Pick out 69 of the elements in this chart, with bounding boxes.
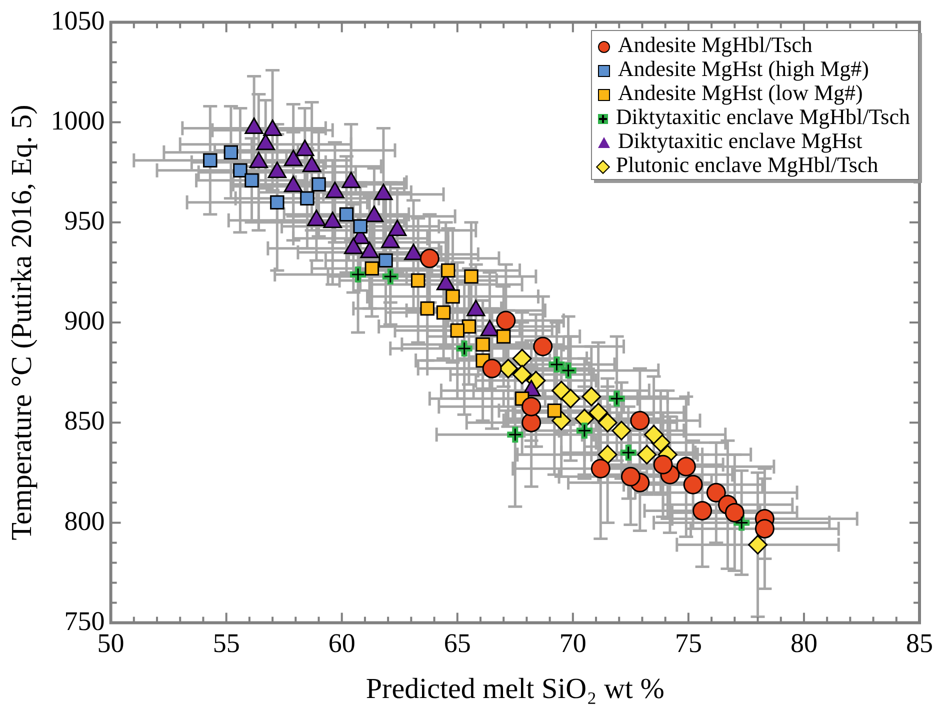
y-tick-label: 1050 [50, 5, 105, 36]
point [270, 195, 284, 210]
point [582, 386, 602, 406]
x-tick-label: 65 [444, 628, 471, 658]
x-axis-title: Predicted melt SiO₂ wt % [366, 673, 664, 706]
point [588, 402, 608, 422]
point [482, 358, 502, 378]
point [410, 273, 426, 288]
point [378, 253, 393, 268]
point [446, 289, 460, 304]
point [476, 337, 490, 352]
point [547, 403, 562, 418]
point [244, 173, 259, 188]
legend-label: Andesite MgHst (high Mg#) [618, 56, 869, 81]
x-tick-label: 60 [328, 628, 356, 658]
point [420, 248, 440, 268]
point [637, 444, 657, 464]
point [441, 263, 456, 278]
x-tick-label: 70 [559, 628, 586, 658]
point [724, 502, 744, 522]
point [748, 534, 768, 554]
x-tick-label: 75 [674, 628, 702, 658]
point [353, 219, 368, 234]
point [630, 410, 650, 430]
point [496, 329, 511, 344]
point [620, 466, 640, 486]
point [644, 424, 664, 444]
y-tick-label: 900 [64, 306, 105, 336]
point [203, 153, 218, 168]
point [598, 444, 618, 464]
point [224, 145, 238, 160]
point [653, 454, 673, 474]
legend-label: Andesite MgHst (low Mg#) [618, 80, 863, 105]
y-axis-title: Temperature °C (Putirka 2016, Eq. 5) [6, 104, 38, 540]
point [339, 207, 354, 222]
point [312, 177, 326, 192]
x-tick-label: 55 [212, 628, 240, 658]
point [450, 323, 464, 338]
point [612, 420, 632, 440]
point [420, 301, 434, 316]
point [560, 388, 580, 408]
y-tick-label: 1000 [50, 105, 105, 136]
point [300, 191, 314, 206]
point [364, 261, 380, 276]
point [512, 348, 532, 368]
point [496, 310, 516, 330]
point [590, 458, 610, 478]
legend-label: Diktytaxitic enclave MgHst [618, 128, 862, 153]
point [683, 474, 703, 494]
point [522, 412, 542, 432]
point [533, 336, 553, 356]
point [436, 305, 451, 320]
point [706, 482, 726, 502]
point [676, 456, 696, 476]
point [692, 500, 712, 520]
y-tick-label: 800 [64, 506, 105, 536]
point [754, 518, 774, 538]
x-tick-label: 85 [906, 628, 933, 658]
legend-label: Andesite MgHbl/Tsch [618, 32, 812, 57]
point [598, 412, 618, 432]
legend-label: Plutonic enclave MgHbl/Tsch [616, 152, 878, 177]
point [233, 163, 248, 178]
point [522, 396, 542, 416]
y-tick-label: 950 [64, 205, 105, 236]
y-tick-label: 850 [64, 406, 105, 436]
x-tick-label: 80 [790, 628, 818, 658]
legend-label: Diktytaxitic enclave MgHbl/Tsch [616, 104, 910, 129]
point [512, 364, 532, 384]
point [464, 269, 478, 284]
